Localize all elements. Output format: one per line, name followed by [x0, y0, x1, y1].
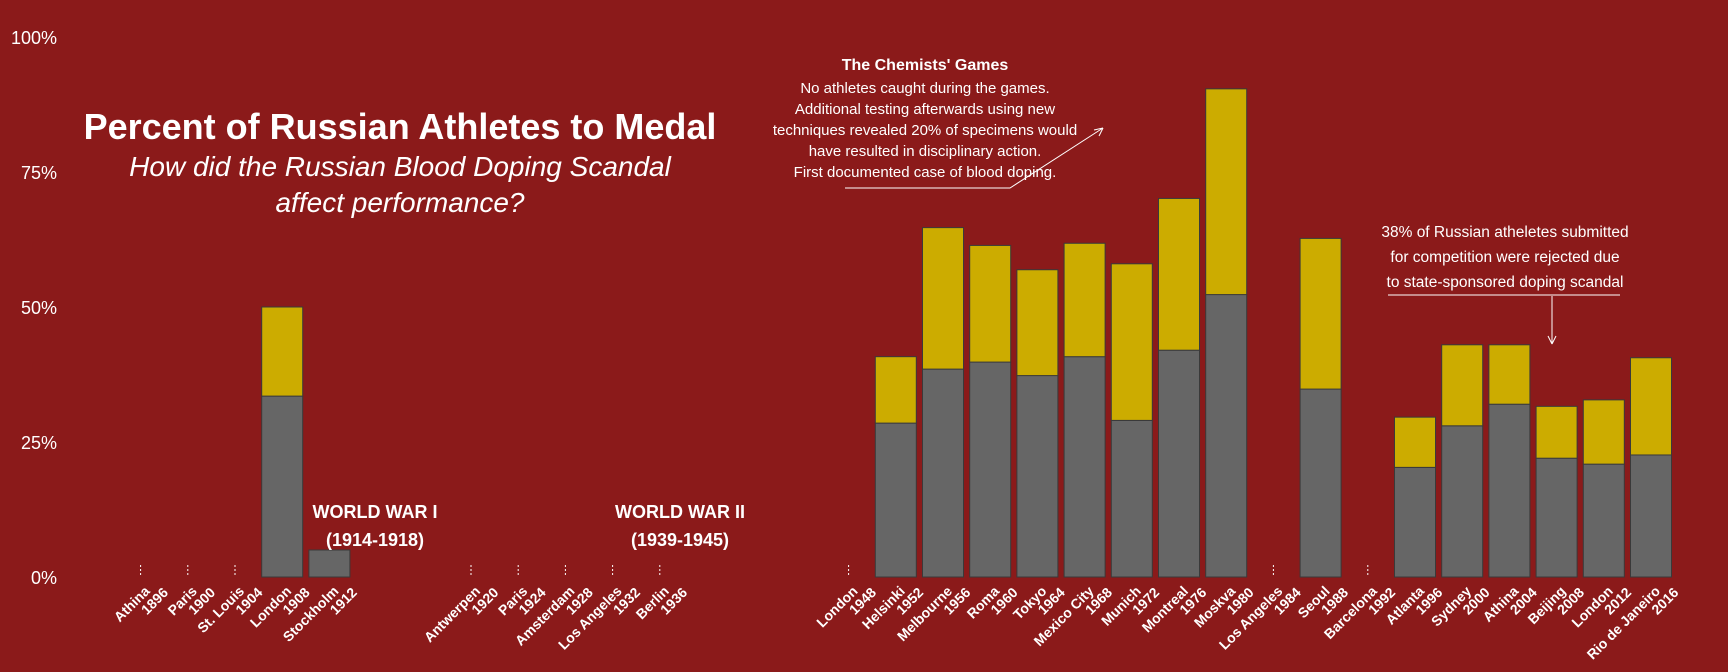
- bar-lower-segment: [1110, 419, 1153, 578]
- bar-lower-segment: [1063, 356, 1106, 578]
- rio-annotation-line: 38% of Russian atheletes submitted: [1381, 224, 1629, 241]
- chemists-annotation-arrow: [845, 127, 1104, 189]
- y-tick-label: 100%: [11, 28, 57, 48]
- bar-upper-segment: [1110, 263, 1153, 421]
- bar-upper-segment: [1299, 237, 1342, 390]
- ww2-years: (1939-1945): [630, 530, 730, 550]
- bar-lower-segment: [1016, 375, 1059, 578]
- x-tick-label: Atlanta1996: [1382, 574, 1445, 637]
- bar-lower-segment: [922, 368, 964, 578]
- bar-upper-segment: [1488, 344, 1531, 405]
- bar-lower-segment: [1630, 454, 1672, 578]
- bar-upper-segment: [874, 356, 917, 424]
- y-tick-label: 0%: [31, 568, 57, 588]
- bar-upper-segment: [1630, 357, 1672, 456]
- x-tick-label-text: Athina2004: [1479, 574, 1540, 635]
- world-war-1-annotation: WORLD WAR I (1914-1918): [275, 498, 475, 554]
- x-tick-label: Roma1960: [963, 574, 1020, 631]
- x-tick-label: Athina2004: [1479, 574, 1540, 635]
- x-tick-label-text: Sydney2000: [1428, 574, 1493, 639]
- world-war-2-annotation: WORLD WAR II (1939-1945): [580, 498, 780, 554]
- chemists-annotation-title: The Chemists' Games: [841, 57, 1009, 74]
- bar-upper-segment: [1158, 197, 1200, 351]
- bar-upper-segment: [1582, 399, 1625, 465]
- bar-upper-segment: [1205, 88, 1248, 296]
- x-tick-label-text: Berlin1936: [633, 574, 691, 632]
- x-tick-label-text: Antwerpen1920: [421, 574, 502, 655]
- title-block: Percent of Russian Athletes to Medal How…: [40, 106, 760, 220]
- chemists-annotation-line: Additional testing afterwards using new: [794, 101, 1056, 118]
- bar-lower-segment: [1582, 463, 1625, 578]
- chemists-arrowhead: [1093, 127, 1104, 137]
- x-tick-label-text: Athina1896: [111, 574, 172, 635]
- bar-lower-segment: [969, 361, 1012, 578]
- ww1-label: WORLD WAR I: [312, 502, 438, 522]
- bar-lower-segment: [1299, 388, 1342, 578]
- chart-subtitle-line2: affect performance?: [275, 187, 525, 218]
- bars: [140, 88, 1672, 578]
- y-tick-label: 25%: [21, 433, 57, 453]
- bar-lower-segment: [1394, 466, 1436, 578]
- chart-subtitle-line1: How did the Russian Blood Doping Scandal: [129, 151, 671, 182]
- bar-lower-segment: [1535, 457, 1578, 578]
- x-tick-label: Berlin1936: [633, 574, 691, 632]
- x-tick-label: Athina1896: [111, 574, 172, 635]
- bar-lower-segment: [308, 549, 351, 578]
- rio-annotation: 38% of Russian atheletes submitted for c…: [1360, 220, 1650, 295]
- chart-title: Percent of Russian Athletes to Medal: [83, 106, 717, 147]
- chemists-annotation: The Chemists' Games No athletes caught d…: [760, 54, 1090, 183]
- bar-lower-segment: [1488, 403, 1531, 578]
- rio-annotation-line: to state-sponsored doping scandal: [1386, 274, 1624, 291]
- x-tick-label-text: Roma1960: [963, 574, 1020, 631]
- bar-upper-segment: [1016, 269, 1059, 377]
- bar-upper-segment: [922, 227, 964, 370]
- ww1-years: (1914-1918): [325, 530, 425, 550]
- x-tick-label: Sydney2000: [1428, 574, 1493, 639]
- bar-lower-segment: [874, 422, 917, 578]
- bar-upper-segment: [969, 244, 1012, 363]
- bar-upper-segment: [1394, 416, 1436, 468]
- chemists-annotation-line: No athletes caught during the games.: [800, 80, 1050, 97]
- bar-lower-segment: [1441, 425, 1484, 578]
- bar-upper-segment: [1063, 242, 1106, 358]
- bar-lower-segment: [261, 395, 304, 578]
- chemists-annotation-line: have resulted in disciplinary action.: [808, 143, 1042, 160]
- x-tick-city: Antwerpen: [421, 583, 483, 645]
- bar-upper-segment: [261, 306, 304, 397]
- bar-lower-segment: [1158, 349, 1200, 578]
- y-axis: 0% 25% 50% 75% 100%: [11, 28, 57, 588]
- y-tick-label: 50%: [21, 298, 57, 318]
- bar-upper-segment: [1441, 344, 1484, 427]
- x-tick-label: Antwerpen1920: [421, 574, 502, 655]
- chemists-annotation-line: techniques revealed 20% of specimens wou…: [772, 122, 1078, 139]
- rio-annotation-line: for competition were rejected due: [1390, 249, 1620, 266]
- rio-arrowhead: [1547, 335, 1557, 345]
- ww2-label: WORLD WAR II: [615, 502, 745, 522]
- x-tick-label-text: Atlanta1996: [1382, 574, 1445, 637]
- y-tick-label: 75%: [21, 163, 57, 183]
- bar-upper-segment: [1535, 405, 1578, 459]
- chemists-annotation-line: First documented case of blood doping.: [793, 164, 1057, 181]
- bar-lower-segment: [1205, 294, 1248, 578]
